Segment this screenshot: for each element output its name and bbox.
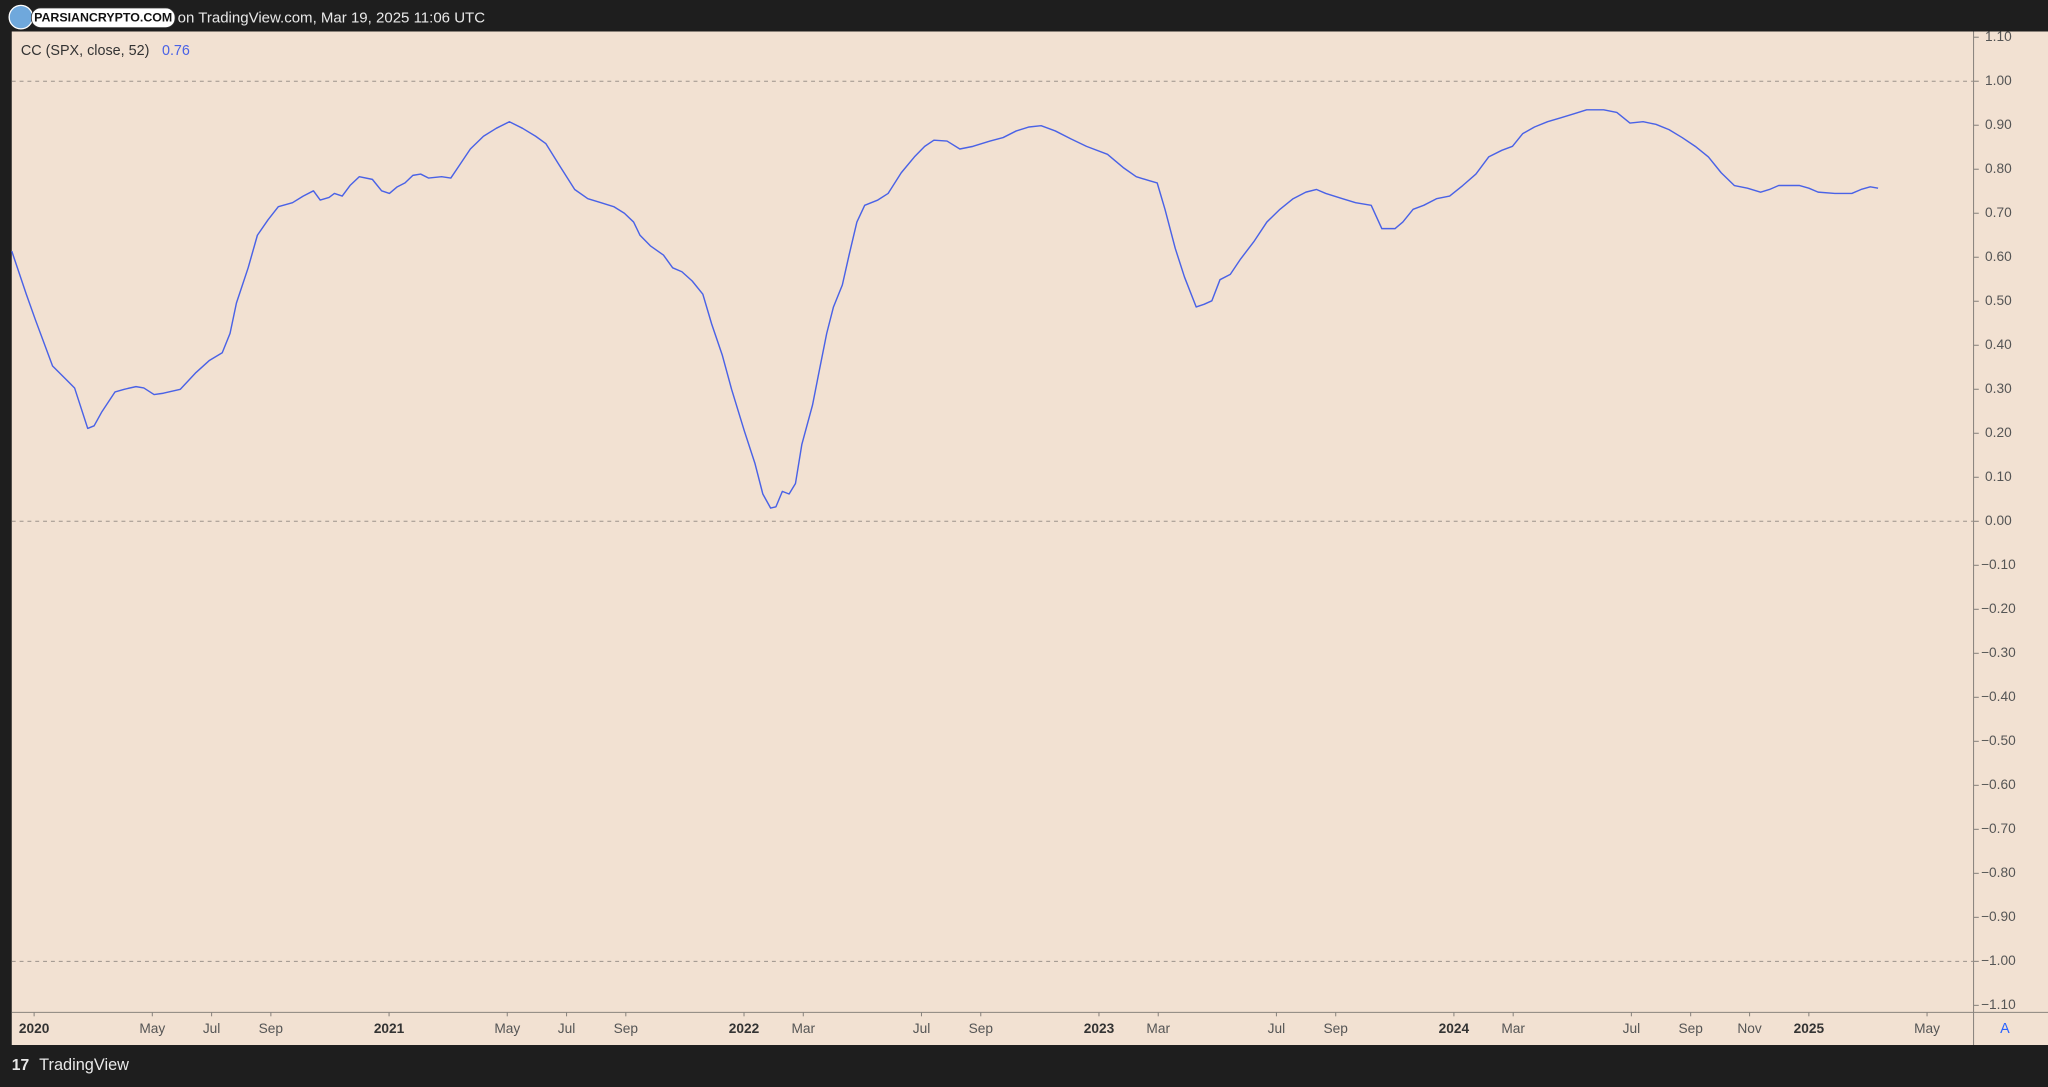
- x-tick-label: Sep: [1324, 1021, 1349, 1036]
- y-tick-label: 0.60: [1985, 249, 2012, 264]
- x-tick-label: Sep: [259, 1021, 284, 1036]
- x-tick-label: Sep: [1678, 1021, 1703, 1036]
- x-tick-label: 2022: [729, 1021, 760, 1036]
- y-tick-label: −0.10: [1981, 557, 2016, 572]
- y-tick-label: 1.00: [1985, 73, 2012, 88]
- x-tick-label: 2025: [1794, 1021, 1825, 1036]
- x-tick-label: Sep: [614, 1021, 639, 1036]
- footer-logo: 17: [12, 1057, 30, 1074]
- x-tick-label: Nov: [1737, 1021, 1762, 1036]
- watermark-badge: [30, 7, 176, 28]
- y-tick-label: −0.30: [1981, 645, 2016, 660]
- y-tick-label: −0.90: [1981, 909, 2016, 924]
- x-tick-label: May: [139, 1021, 165, 1036]
- y-tick-label: 1.10: [1985, 29, 2012, 44]
- x-tick-label: Jul: [913, 1021, 931, 1036]
- legend-series-name: CC (SPX, close, 52): [21, 43, 149, 59]
- x-tick-label: 2020: [19, 1021, 50, 1036]
- x-tick-label: 2024: [1439, 1021, 1470, 1036]
- x-tick-label: May: [494, 1021, 520, 1036]
- bottom-bar: [0, 1045, 2048, 1087]
- y-tick-label: −0.80: [1981, 865, 2016, 880]
- x-tick-label: 2021: [374, 1021, 405, 1036]
- y-tick-label: −0.70: [1981, 821, 2016, 836]
- y-tick-label: 0.90: [1985, 117, 2012, 132]
- y-tick-label: −0.50: [1981, 733, 2016, 748]
- y-tick-label: −0.20: [1981, 601, 2016, 616]
- y-tick-label: −1.00: [1981, 953, 2016, 968]
- x-tick-label: May: [1914, 1021, 1940, 1036]
- y-tick-label: −0.40: [1981, 689, 2016, 704]
- y-tick-label: 0.10: [1985, 469, 2012, 484]
- x-tick-label: 2023: [1084, 1021, 1115, 1036]
- x-tick-label: Jul: [203, 1021, 221, 1036]
- watermark-logo: [8, 4, 34, 30]
- auto-scale-button[interactable]: A: [2000, 1021, 2010, 1037]
- footer-logo-mark: 17: [12, 1057, 30, 1074]
- y-tick-label: 0.00: [1985, 513, 2012, 528]
- x-tick-label: Mar: [1501, 1021, 1525, 1036]
- y-tick-label: 0.30: [1985, 381, 2012, 396]
- y-tick-label: 0.40: [1985, 337, 2012, 352]
- y-tick-label: 0.20: [1985, 425, 2012, 440]
- watermark-text: PARSIANCRYPTO.COM: [34, 11, 172, 25]
- y-tick-label: −0.60: [1981, 777, 2016, 792]
- x-tick-label: Mar: [791, 1021, 815, 1036]
- legend-last-value: 0.76: [162, 43, 190, 59]
- header-text: on TradingView.com, Mar 19, 2025 11:06 U…: [178, 9, 486, 26]
- y-tick-label: −1.10: [1981, 997, 2016, 1012]
- y-tick-label: 0.50: [1985, 293, 2012, 308]
- top-bar: [0, 0, 2048, 32]
- series-line: [11, 109, 1879, 509]
- x-tick-label: Jul: [558, 1021, 576, 1036]
- x-tick-label: Jul: [1623, 1021, 1641, 1036]
- x-tick-label: Jul: [1268, 1021, 1286, 1036]
- footer-text: TradingView: [39, 1056, 129, 1074]
- y-tick-label: 0.80: [1985, 161, 2012, 176]
- pane-background: [11, 31, 2048, 1046]
- y-tick-label: 0.70: [1985, 205, 2012, 220]
- x-tick-label: Mar: [1146, 1021, 1170, 1036]
- x-tick-label: Sep: [969, 1021, 994, 1036]
